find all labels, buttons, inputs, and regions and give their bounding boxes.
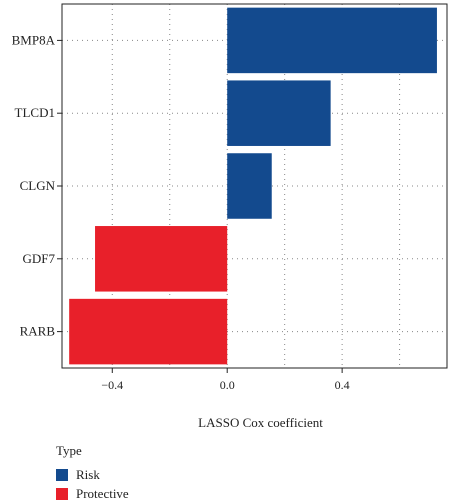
y-tick-label-bmp8a: BMP8A [12,32,56,47]
x-tick-label: 0.0 [220,378,235,392]
bar-clgn [227,153,272,219]
x-tick-label: −0.4 [101,378,123,392]
bar-tlcd1 [227,80,331,146]
legend-swatch-risk [56,468,68,481]
legend: Type Risk Protective [56,443,129,503]
legend-label-risk: Risk [76,466,100,482]
y-tick-label-tlcd1: TLCD1 [15,105,55,120]
legend-item-protective: Protective [56,484,129,503]
x-axis-title: LASSO Cox coefficient [198,415,323,430]
y-axis-labels: BMP8A TLCD1 CLGN GDF7 RARB [12,32,62,339]
y-tick-label-rarb: RARB [20,324,56,339]
y-tick-label-clgn: CLGN [20,178,56,193]
bars [69,7,437,365]
legend-title: Type [56,443,82,458]
x-axis-ticks: −0.4 0.0 0.4 [101,368,350,392]
legend-label-protective: Protective [76,485,129,501]
x-tick-label: 0.4 [335,378,350,392]
lasso-bar-chart: BMP8A TLCD1 CLGN GDF7 RARB −0.4 0.0 0.4 LASSO … [12,3,448,430]
legend-swatch-protective [56,487,68,500]
y-tick-label-gdf7: GDF7 [22,251,55,266]
bar-gdf7 [95,226,228,292]
legend-item-risk: Risk [56,465,129,484]
bar-bmp8a [227,7,437,74]
bar-rarb [69,298,228,365]
